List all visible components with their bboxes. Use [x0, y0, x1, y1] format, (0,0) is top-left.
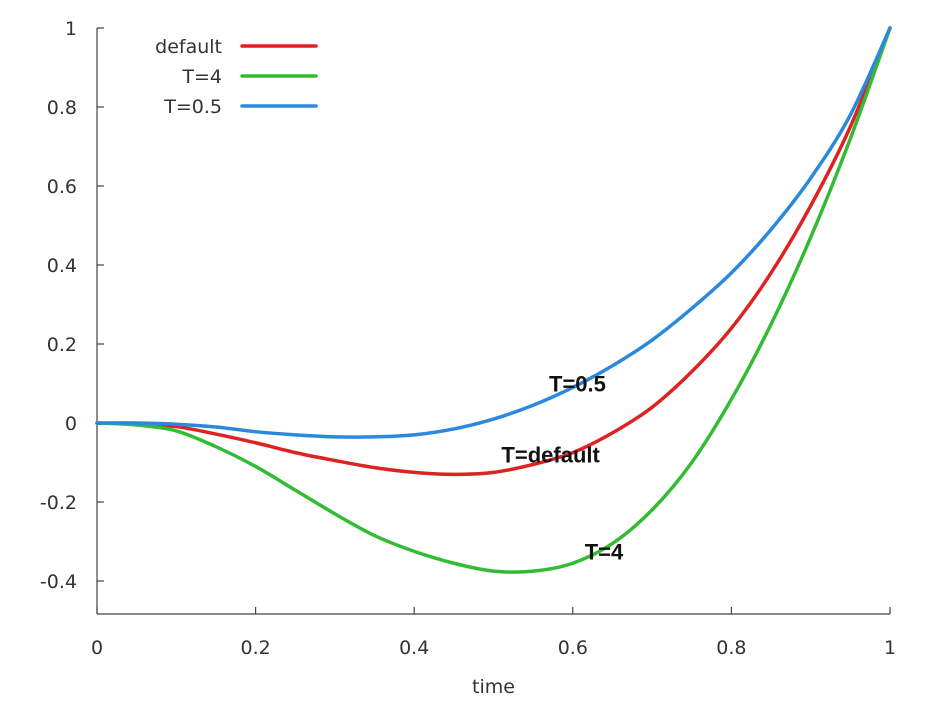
legend: default T=4 T=0.5 — [155, 36, 318, 118]
y-tick-label: 0.8 — [47, 97, 77, 119]
y-tick-label: 0.2 — [47, 334, 77, 356]
y-tick-label: 0.6 — [47, 176, 77, 198]
x-tick-label: 0.6 — [558, 637, 588, 659]
y-tick-label: -0.4 — [40, 571, 77, 593]
legend-label-t-4: T=4 — [181, 66, 222, 88]
x-tick-label: 0.2 — [240, 637, 270, 659]
axes-layer: 1 0.8 0.6 0.4 0.2 0 -0.2 -0.4 0 0.2 0.4 0.6 0.8 1 — [40, 18, 896, 659]
curve-annotation: T=0.5 — [549, 371, 606, 396]
y-tick-label: 0.4 — [47, 255, 77, 277]
x-tick-label: 1 — [884, 637, 896, 659]
curve-annotation: T=default — [501, 443, 600, 468]
series-layer — [95, 26, 892, 574]
x-tick-label: 0 — [91, 637, 103, 659]
annotation-layer: T=0.5 T=default T=4 — [501, 371, 624, 564]
x-axis-title: time — [472, 676, 515, 698]
legend-label-default: default — [155, 36, 222, 58]
curve-annotation: T=4 — [585, 539, 624, 564]
series-line-t-0-5 — [95, 26, 892, 439]
legend-label-t-0-5: T=0.5 — [163, 96, 222, 118]
x-tick-label: 0.8 — [716, 637, 746, 659]
y-tick-label: 0 — [65, 413, 77, 435]
x-tick-label: 0.4 — [399, 637, 429, 659]
series-line-t-4 — [95, 26, 892, 574]
series-line-default — [95, 26, 892, 477]
y-tick-label: -0.2 — [40, 492, 77, 514]
y-tick-label: 1 — [65, 18, 77, 40]
